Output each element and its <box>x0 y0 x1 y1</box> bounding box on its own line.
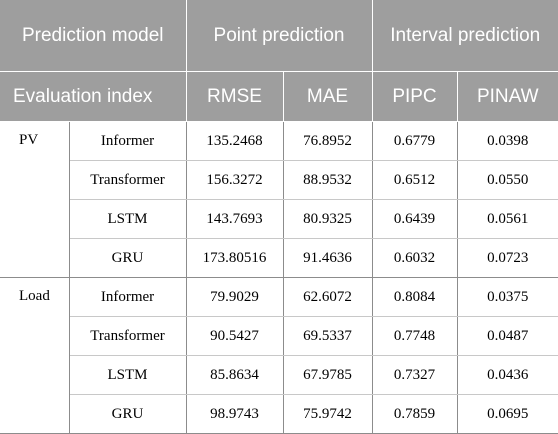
cell-rmse: 85.8634 <box>186 355 284 395</box>
cell-mae: 62.6072 <box>283 277 373 317</box>
cell-pipc: 0.6779 <box>372 121 458 161</box>
header-row-metrics: Evaluation index RMSE MAE PIPC PINAW <box>0 71 558 122</box>
cell-rmse: 156.3272 <box>186 160 284 200</box>
table-row: GRU 173.80516 91.4636 0.6032 0.0723 <box>0 238 558 278</box>
cell-pinaw: 0.0550 <box>457 160 558 200</box>
header-row-top: Prediction model Point prediction Interv… <box>0 0 558 72</box>
header-prediction-model: Prediction model <box>0 0 187 72</box>
cell-rmse: 90.5427 <box>186 316 284 356</box>
cell-model: Transformer <box>69 160 187 200</box>
cell-pipc: 0.8084 <box>372 277 458 317</box>
cell-pinaw: 0.0723 <box>457 238 558 278</box>
header-mae: MAE <box>283 71 373 122</box>
cell-pipc: 0.7327 <box>372 355 458 395</box>
table-row: Transformer 90.5427 69.5337 0.7748 0.048… <box>0 316 558 356</box>
cell-mae: 91.4636 <box>283 238 373 278</box>
cell-pinaw: 0.0398 <box>457 121 558 161</box>
cell-rmse: 79.9029 <box>186 277 284 317</box>
cell-model: Transformer <box>69 316 187 356</box>
table-row: PV Informer 135.2468 76.8952 0.6779 0.03… <box>0 121 558 278</box>
header-pipc: PIPC <box>372 71 458 122</box>
cell-mae: 76.8952 <box>283 121 373 161</box>
cell-mae: 88.9532 <box>283 160 373 200</box>
header-point-prediction: Point prediction <box>186 0 373 72</box>
cell-model: LSTM <box>69 355 187 395</box>
group-label-pv: PV <box>0 121 70 278</box>
cell-model: Informer <box>69 121 187 161</box>
cell-rmse: 135.2468 <box>186 121 284 161</box>
table-header: Prediction model Point prediction Interv… <box>0 0 558 122</box>
cell-model: GRU <box>69 394 187 434</box>
header-interval-prediction: Interval prediction <box>372 0 558 72</box>
cell-mae: 69.5337 <box>283 316 373 356</box>
cell-rmse: 143.7693 <box>186 199 284 239</box>
table-row: Load Informer 79.9029 62.6072 0.8084 0.0… <box>0 277 558 434</box>
table-row: Transformer 156.3272 88.9532 0.6512 0.05… <box>0 160 558 200</box>
cell-pipc: 0.6439 <box>372 199 458 239</box>
cell-model: Informer <box>69 277 187 317</box>
cell-pinaw: 0.0436 <box>457 355 558 395</box>
cell-model: LSTM <box>69 199 187 239</box>
cell-pinaw: 0.0561 <box>457 199 558 239</box>
table-row: LSTM 143.7693 80.9325 0.6439 0.0561 <box>0 199 558 239</box>
cell-model: GRU <box>69 238 187 278</box>
cell-pipc: 0.6512 <box>372 160 458 200</box>
cell-pipc: 0.6032 <box>372 238 458 278</box>
cell-mae: 80.9325 <box>283 199 373 239</box>
group-label-load: Load <box>0 277 70 434</box>
cell-pipc: 0.7748 <box>372 316 458 356</box>
cell-rmse: 98.9743 <box>186 394 284 434</box>
header-pinaw: PINAW <box>457 71 558 122</box>
table-row: LSTM 85.8634 67.9785 0.7327 0.0436 <box>0 355 558 395</box>
cell-rmse: 173.80516 <box>186 238 284 278</box>
cell-pinaw: 0.0375 <box>457 277 558 317</box>
cell-mae: 67.9785 <box>283 355 373 395</box>
header-evaluation-index: Evaluation index <box>0 71 187 122</box>
table-body: PV Informer 135.2468 76.8952 0.6779 0.03… <box>0 121 558 434</box>
cell-pinaw: 0.0487 <box>457 316 558 356</box>
header-rmse: RMSE <box>186 71 284 122</box>
